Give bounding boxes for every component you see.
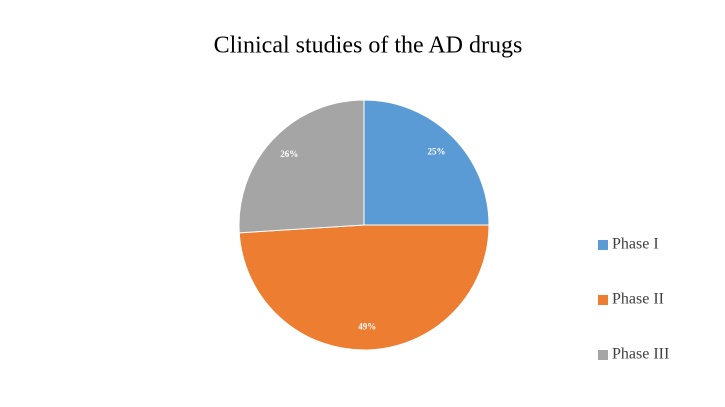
pie-slice bbox=[363, 99, 490, 226]
data-label: 49% bbox=[358, 322, 376, 332]
legend-label: Phase II bbox=[612, 291, 664, 308]
pie-slice bbox=[238, 224, 490, 351]
data-label: 26% bbox=[280, 149, 298, 159]
data-label: 25% bbox=[427, 147, 445, 157]
pie-slice bbox=[238, 99, 365, 234]
legend-label: Phase I bbox=[612, 236, 659, 253]
legend-marker bbox=[598, 350, 608, 360]
legend-marker bbox=[598, 240, 608, 250]
legend-marker bbox=[598, 295, 608, 305]
chart-title: Clinical studies of the AD drugs bbox=[214, 33, 523, 59]
legend-label: Phase III bbox=[612, 346, 669, 363]
